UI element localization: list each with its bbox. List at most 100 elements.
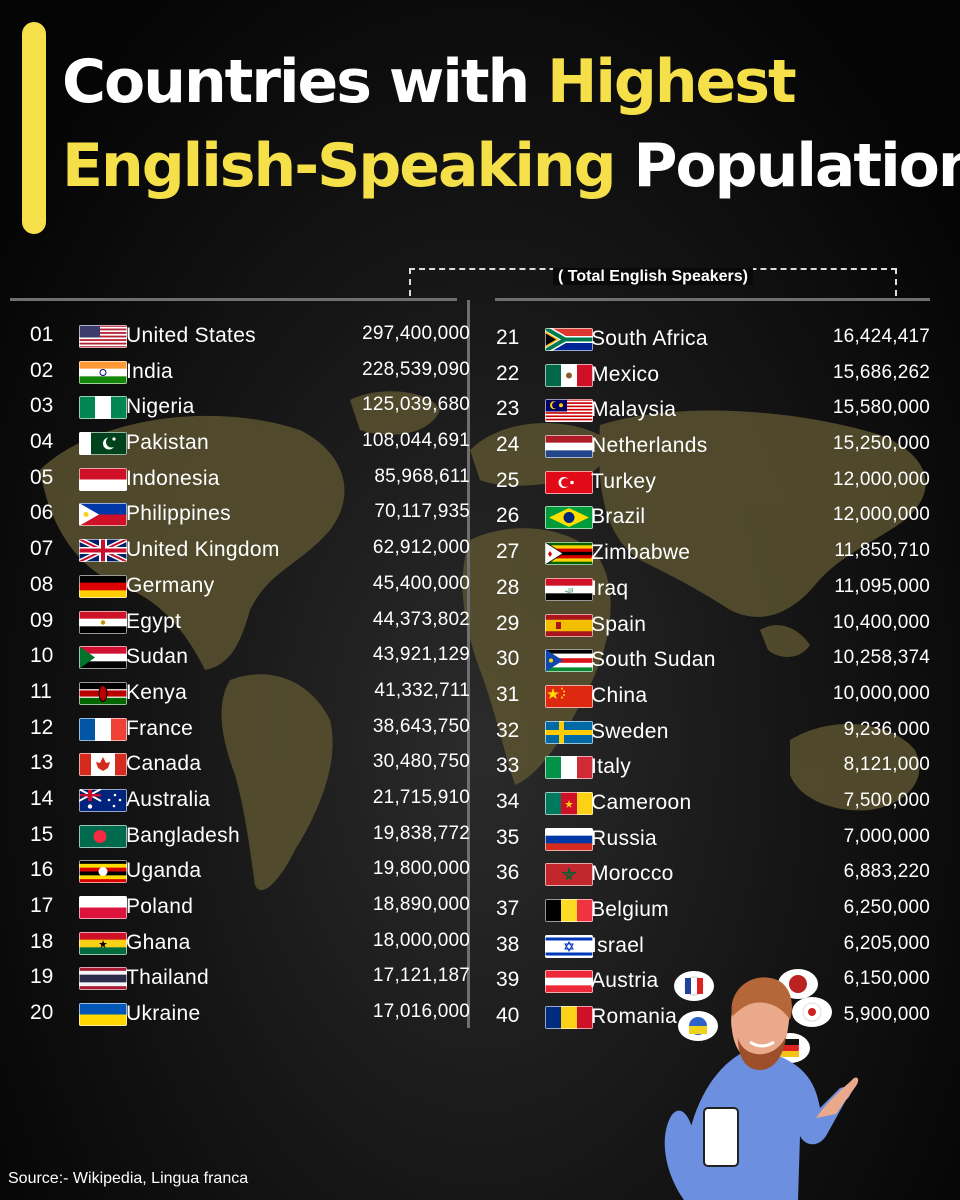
english-speakers-value: 15,580,000 — [832, 397, 930, 419]
rank-number: 17 — [30, 894, 54, 917]
country-name: United Kingdom — [126, 538, 280, 562]
rank-number: 29 — [496, 611, 520, 635]
country-name: France — [126, 716, 194, 740]
english-speakers-value: 30,480,750 — [372, 751, 470, 773]
page-title: Countries with Highest English-Speaking … — [62, 40, 960, 208]
country-name: United States — [126, 324, 256, 347]
rank-number: 39 — [496, 968, 520, 992]
source-note: Source:- Wikipedia, Lingua franca — [8, 1170, 249, 1187]
country-name: Italy — [591, 755, 632, 779]
country-name: Thailand — [126, 966, 209, 990]
country-name: Ghana — [126, 930, 191, 954]
english-speakers-value: 62,912,000 — [372, 537, 470, 559]
english-speakers-value: 11,095,000 — [834, 575, 930, 597]
table-row: 10 Sudan 43,921,129 — [30, 639, 480, 675]
table-row: 04 Pakistan 108,044,691 — [30, 425, 480, 461]
country-name: Turkey — [591, 469, 657, 493]
flag-ss-icon — [545, 649, 593, 673]
flag-id-icon — [79, 467, 127, 491]
rank-number: 16 — [30, 858, 54, 882]
country-name: Nigeria — [126, 395, 195, 419]
country-name: Mexico — [591, 362, 660, 386]
rank-number: 11 — [30, 679, 52, 703]
rank-number: 23 — [496, 397, 520, 421]
table-row: 36 Morocco 6,883,220 — [496, 856, 946, 892]
table-row: 09 Egypt 44,373,802 — [30, 604, 480, 640]
rank-number: 24 — [496, 433, 520, 457]
table-row: 18 Ghana 18,000,000 — [30, 925, 480, 961]
english-speakers-value: 45,400,000 — [372, 572, 470, 594]
flag-mx-icon — [545, 363, 593, 387]
rank-number: 25 — [496, 468, 520, 492]
country-name: Spain — [591, 612, 647, 636]
english-speakers-value: 15,250,000 — [832, 433, 930, 455]
flag-iq-icon: اللہ — [545, 577, 593, 601]
country-name: Indonesia — [126, 466, 220, 490]
ranking-column-left: 01 United States 297,400,000 02 India 228,539… — [30, 318, 480, 1032]
flag-at-icon — [545, 970, 593, 994]
divider-left — [10, 298, 457, 301]
rank-number: 32 — [496, 718, 520, 742]
english-speakers-value: 44,373,802 — [372, 608, 470, 630]
rank-number: 04 — [30, 430, 54, 454]
table-row: 26 Brazil 12,000,000 — [496, 499, 946, 535]
flag-pl-icon — [79, 896, 127, 919]
english-speakers-value: 6,205,000 — [843, 932, 930, 954]
rank-number: 38 — [496, 932, 520, 956]
svg-text:اللہ: اللہ — [565, 587, 574, 594]
english-speakers-value: 125,039,680 — [362, 394, 470, 416]
rank-number: 12 — [30, 715, 54, 739]
table-row: 40 Romania 5,900,000 — [496, 999, 946, 1035]
rank-number: 14 — [30, 786, 54, 810]
rank-number: 08 — [30, 572, 54, 596]
title-accent-bar — [22, 22, 46, 234]
english-speakers-value: 6,883,220 — [843, 861, 930, 883]
country-name: Zimbabwe — [591, 541, 691, 565]
english-speakers-value: 17,016,000 — [372, 1001, 470, 1023]
rank-number: 06 — [30, 501, 54, 525]
flag-ua-icon — [79, 1003, 127, 1027]
table-row: 21 South Africa 16,424,417 — [496, 321, 946, 357]
country-name: Iraq — [591, 576, 629, 600]
flag-au-icon — [79, 788, 127, 812]
column-divider — [467, 300, 470, 1028]
english-speakers-value: 17,121,187 — [372, 965, 470, 987]
table-row: 23 Malaysia 15,580,000 — [496, 392, 946, 428]
flag-ca-icon — [79, 753, 127, 777]
country-name: Sudan — [126, 645, 189, 669]
country-name: Germany — [126, 573, 215, 597]
english-speakers-value: 108,044,691 — [362, 430, 470, 452]
rank-number: 35 — [496, 825, 520, 849]
country-name: Belgium — [591, 898, 669, 921]
english-speakers-value: 297,400,000 — [362, 323, 470, 344]
english-speakers-value: 5,900,000 — [843, 1004, 930, 1026]
table-row: 27 Zimbabwe 11,850,710 — [496, 535, 946, 571]
country-name: Poland — [126, 895, 194, 918]
country-name: Morocco — [591, 862, 674, 886]
country-name: Austria — [591, 969, 659, 993]
english-speakers-value: 15,686,262 — [832, 361, 930, 383]
country-name: Russia — [591, 826, 657, 850]
english-speakers-value: 18,890,000 — [372, 894, 470, 915]
table-row: 30 South Sudan 10,258,374 — [496, 642, 946, 678]
flag-pk-icon — [79, 432, 127, 456]
flag-br-icon — [545, 506, 593, 530]
english-speakers-value: 43,921,129 — [372, 644, 470, 666]
english-speakers-value: 19,838,772 — [372, 822, 470, 844]
table-row: 08 Germany 45,400,000 — [30, 568, 480, 604]
rank-number: 07 — [30, 537, 54, 561]
rank-number: 34 — [496, 789, 520, 813]
rank-number: 36 — [496, 861, 520, 885]
rank-number: 26 — [496, 504, 520, 528]
country-name: Pakistan — [126, 431, 209, 455]
country-name: Netherlands — [591, 434, 708, 458]
table-row: 28 اللہ Iraq 11,095,000 — [496, 571, 946, 607]
flag-ke-icon — [79, 681, 127, 705]
english-speakers-value: 228,539,090 — [362, 358, 470, 380]
table-row: 34 Cameroon 7,500,000 — [496, 785, 946, 821]
table-row: 24 Netherlands 15,250,000 — [496, 428, 946, 464]
english-speakers-value: 21,715,910 — [372, 786, 470, 808]
table-row: 31 China 10,000,000 — [496, 678, 946, 714]
english-speakers-value: 9,236,000 — [843, 718, 930, 740]
country-name: Canada — [126, 752, 202, 776]
